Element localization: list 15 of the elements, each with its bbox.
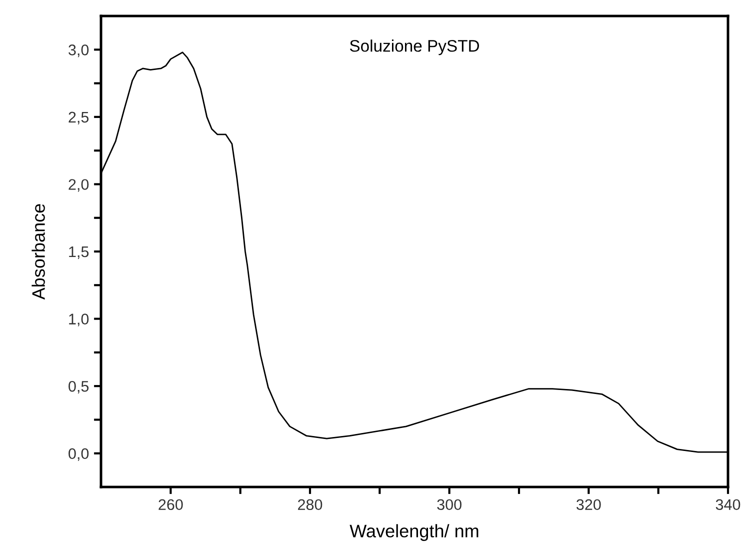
- x-tick-label: 320: [576, 499, 601, 510]
- y-tick-label: 2,0: [68, 179, 89, 192]
- y-tick-label: 0,5: [68, 380, 89, 394]
- x-axis-title: Wavelength/ nm: [350, 524, 478, 541]
- y-tick-label: 2,5: [68, 112, 89, 124]
- x-tick-label: 280: [298, 499, 322, 510]
- y-tick-label: 0,0: [68, 448, 89, 461]
- y-tick-label: 1,5: [69, 246, 89, 259]
- x-tick-label: 340: [716, 499, 740, 510]
- y-axis-title: Absorbance: [32, 204, 45, 300]
- text: Soluzione PySTD: [350, 40, 480, 56]
- x-tick-label: 260: [158, 499, 183, 510]
- y-tick-label: 1,0: [69, 314, 89, 326]
- y-tick-label: 3,0: [68, 44, 89, 58]
- x-tick-label: 300: [437, 499, 462, 510]
